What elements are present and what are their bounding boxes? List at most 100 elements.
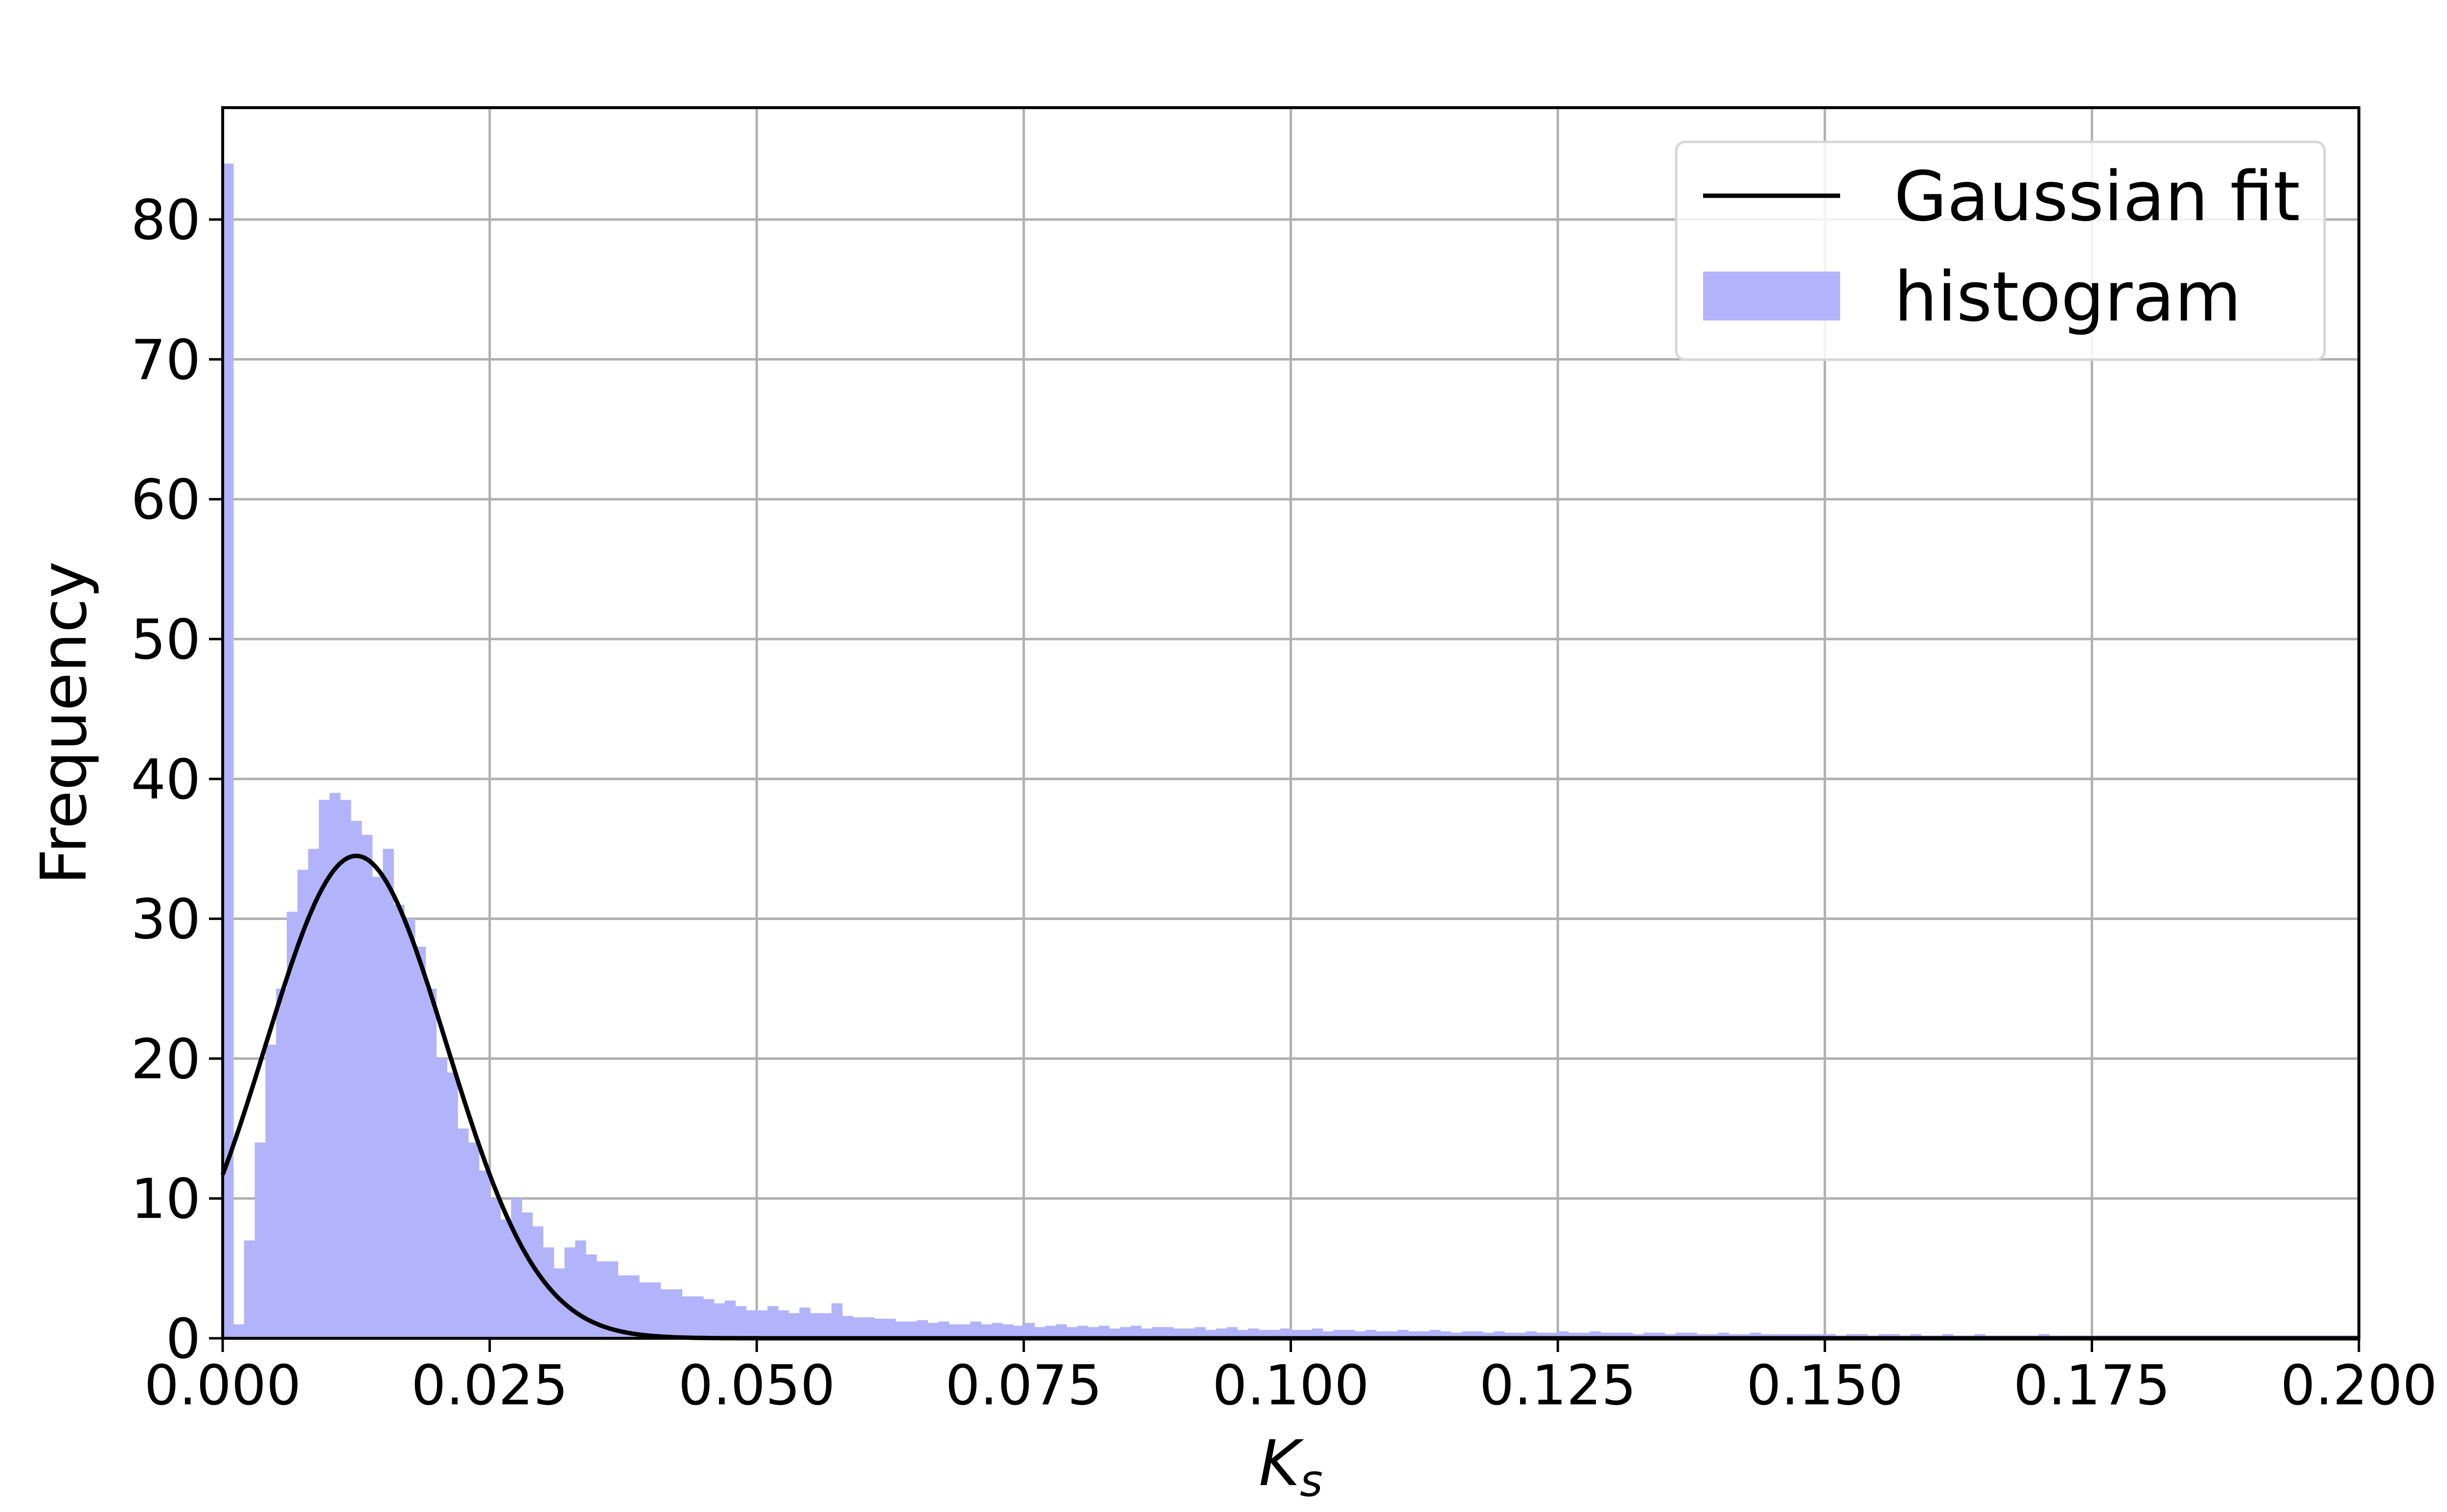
y-tick-label: 20: [131, 1028, 201, 1091]
histogram-bar: [618, 1275, 629, 1338]
y-axis-label: Frequency: [28, 561, 101, 885]
histogram-bar: [992, 1323, 1003, 1338]
histogram-bar: [927, 1323, 939, 1338]
histogram-bar: [917, 1320, 928, 1338]
histogram-bar: [458, 1128, 469, 1338]
histogram-bar: [1547, 1332, 1558, 1338]
x-axis-label-main: K: [1259, 1427, 1304, 1500]
histogram-bar: [906, 1321, 918, 1338]
legend: Gaussian fit histogram: [1675, 140, 2326, 361]
histogram-bar: [1600, 1332, 1612, 1338]
x-tick-label: 0.100: [1212, 1354, 1369, 1418]
histogram-bar: [1536, 1332, 1547, 1338]
histogram-bar: [543, 1247, 554, 1338]
histogram-bar: [393, 905, 405, 1338]
histogram-bar: [522, 1212, 533, 1338]
histogram-bar: [350, 821, 362, 1338]
histogram-bar: [479, 1170, 490, 1338]
histogram-bar: [489, 1198, 501, 1338]
histogram-bar: [799, 1307, 810, 1338]
histogram-bar: [1483, 1332, 1494, 1338]
histogram-bar: [693, 1296, 704, 1338]
histogram-bar: [254, 1142, 266, 1338]
histogram-bar: [361, 835, 373, 1338]
x-tick-label: 0.000: [144, 1354, 301, 1418]
histogram-bar: [1515, 1332, 1526, 1338]
histogram-bar: [1002, 1324, 1014, 1338]
x-tick-label: 0.125: [1479, 1354, 1637, 1418]
histogram-bar: [586, 1254, 597, 1338]
histogram-bar: [340, 800, 351, 1338]
histogram-bar: [1675, 1332, 1686, 1338]
histogram-bar: [223, 163, 234, 1339]
histogram-bar: [1568, 1332, 1580, 1338]
histogram-bar: [1077, 1326, 1088, 1338]
histogram-bar: [714, 1303, 725, 1338]
histogram-bar: [767, 1306, 779, 1338]
histogram-bar: [703, 1299, 715, 1338]
histogram-bar: [1152, 1327, 1163, 1338]
histogram-bar: [1195, 1327, 1206, 1338]
y-tick-label: 80: [131, 189, 201, 252]
histogram-bar: [853, 1317, 864, 1338]
histogram-bar: [1643, 1332, 1655, 1338]
histogram-bar: [863, 1317, 875, 1338]
histogram-bar: [1312, 1328, 1323, 1338]
histogram-bar: [949, 1324, 960, 1338]
histogram-bar: [1611, 1332, 1622, 1338]
histogram-bar: [1023, 1323, 1035, 1338]
x-tick-label: 0.200: [2281, 1354, 2438, 1418]
histogram-bar: [308, 848, 320, 1338]
x-axis-label: Ks: [1259, 1427, 1323, 1507]
histogram-bar: [1451, 1332, 1462, 1338]
histogram-bar: [788, 1313, 800, 1338]
histogram-bar: [286, 912, 298, 1338]
histogram-bar: [831, 1303, 843, 1338]
histogram-bar: [1173, 1328, 1184, 1338]
histogram-bar: [1162, 1327, 1174, 1338]
histogram-bar: [554, 1268, 565, 1338]
histogram-bar: [1109, 1328, 1120, 1338]
x-tick-label: 0.150: [1746, 1354, 1903, 1418]
histogram-bar: [468, 1142, 480, 1338]
histogram-bar: [265, 1044, 277, 1338]
histogram-bar: [575, 1240, 586, 1338]
axis-ticks: 0.000 0.025 0.050 0.075 0.100 0.125 0.150 0.175…: [131, 189, 2437, 1418]
histogram-bar: [1066, 1327, 1078, 1338]
y-tick-label: 60: [131, 468, 201, 532]
y-tick-label: 50: [131, 608, 201, 672]
legend-label-gaussian-fit: Gaussian fit: [1894, 157, 2300, 237]
histogram-bar: [757, 1310, 768, 1338]
histogram-bar: [1184, 1328, 1195, 1338]
histogram-bar: [735, 1306, 747, 1338]
histogram-bar: [1141, 1328, 1153, 1338]
histogram-bar: [1034, 1327, 1046, 1338]
histogram-bar: [682, 1296, 693, 1338]
histogram-bar: [1120, 1327, 1131, 1338]
histogram-bar: [1654, 1332, 1665, 1338]
histogram-bar: [1098, 1326, 1110, 1338]
histogram-bar: [1013, 1326, 1024, 1338]
x-axis-label-subscript: s: [1300, 1455, 1323, 1507]
legend-label-histogram: histogram: [1894, 257, 2241, 337]
histogram-bar: [415, 946, 426, 1338]
histogram-bar: [938, 1321, 949, 1338]
x-tick-label: 0.050: [678, 1354, 835, 1418]
histogram-bar: [821, 1313, 832, 1338]
histogram-bar: [436, 1058, 447, 1338]
histogram-bar: [329, 793, 341, 1338]
histogram-bar: [1686, 1332, 1697, 1338]
histogram-bar: [778, 1310, 789, 1338]
histogram-bar: [276, 988, 287, 1338]
histogram-bar: [297, 870, 309, 1338]
histogram-bar: [981, 1324, 992, 1338]
histogram-bar: [1056, 1324, 1067, 1338]
histogram-bar: [842, 1316, 854, 1338]
histogram-bar: [564, 1247, 576, 1338]
histogram-bar: [1087, 1327, 1099, 1338]
histogram-bar: [233, 1324, 245, 1338]
histogram-bar: [660, 1289, 672, 1338]
histogram-bar: [810, 1313, 821, 1338]
histogram-bar: [895, 1321, 907, 1338]
